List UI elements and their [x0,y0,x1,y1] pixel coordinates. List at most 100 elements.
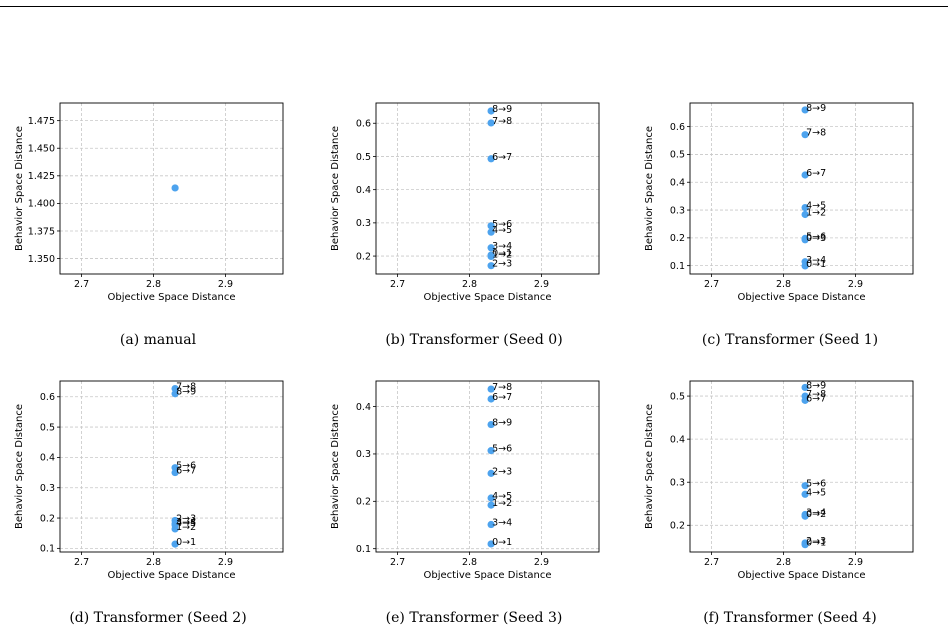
point-annotation: 8→9 [806,380,826,391]
caption-f: (f) Transformer (Seed 4) [703,610,877,626]
y-tick-label: 0.2 [670,521,685,532]
data-point [801,171,809,179]
y-tick-label: 0.2 [356,251,371,262]
point-annotation: 7→8 [176,382,196,393]
point-annotation: 5→6 [806,479,826,490]
chart-d: 2.7 2.8 2.9 0.1 0.2 0.3 0.4 0.5 0.6 Objective Spa… [14,380,284,581]
point-annotation: 1→2 [492,498,512,509]
x-tick-label: 2.9 [848,557,863,568]
plot-frame [375,380,600,553]
data-point [801,541,809,549]
y-tick-label: 1.400 [28,199,55,210]
data-point [487,119,495,127]
plot-frame [689,380,914,553]
data-point [801,106,809,114]
data-point [801,131,809,139]
plot-frame [59,102,284,275]
x-tick-label: 2.7 [704,279,719,290]
data-point [487,244,495,252]
point-annotation: 7→8 [492,116,512,127]
caption-b: (b) Transformer (Seed 0) [385,332,563,348]
x-tick-label: 2.9 [534,557,549,568]
y-tick-label: 1.475 [28,116,55,127]
point-annotation: 8→9 [492,418,512,429]
point-annotation: 5→6 [492,219,512,230]
plot-frame [689,102,914,275]
point-annotation: 7→8 [492,382,512,393]
x-tick-label: 2.8 [776,279,791,290]
x-axis-label: Objective Space Distance [738,570,866,581]
point-annotation: 1→2 [492,249,512,260]
data-point [487,228,495,236]
point-annotation: 3→4 [176,517,196,528]
point-annotation: 0→1 [492,537,512,548]
x-tick-label: 2.8 [462,279,477,290]
point-annotation: 0→3 [806,233,826,244]
y-tick-label: 0.4 [670,434,685,445]
x-tick-label: 2.8 [776,557,791,568]
data-point [801,383,809,392]
chart-b: 2.7 2.8 2.9 0.2 0.3 0.4 0.5 0.6 Objective Space … [330,102,600,303]
x-tick-label: 2.8 [146,279,161,290]
y-tick-label: 0.1 [356,544,371,555]
y-axis-label: Behavior Space Distance [330,404,341,529]
point-annotation: 2→3 [492,466,512,477]
chart-c: 2.7 2.8 2.9 0.1 0.2 0.3 0.4 0.5 0.6 Objective Spa… [644,102,914,303]
y-tick-label: 0.5 [670,150,685,161]
x-tick-label: 2.7 [74,557,89,568]
data-point [801,396,809,404]
point-annotation: 4→5 [492,225,512,236]
point-annotation: 1→2 [806,207,826,218]
x-axis-label: Objective Space Distance [424,570,552,581]
y-axis-label: Behavior Space Distance [14,404,25,529]
point-annotation: 5→6 [806,231,826,242]
point-annotation: 6→7 [492,152,512,163]
data-point [487,447,495,455]
data-point [487,262,495,270]
y-tick-label: 0.4 [670,178,685,189]
point-annotation: 1→2 [176,522,196,533]
x-axis-label: Objective Space Distance [108,292,236,303]
data-point [487,155,495,163]
point-annotation: 0→1 [806,259,826,270]
y-tick-label: 0.3 [40,483,55,494]
point-annotation: 8→9 [492,104,512,115]
data-point [487,107,495,115]
point-annotation: 0→2 [806,509,826,520]
y-tick-label: 0.5 [670,391,685,402]
y-tick-label: 0.2 [40,513,55,524]
point-annotation: 7→8 [806,389,826,400]
x-tick-label: 2.7 [390,557,405,568]
point-annotation: 4→5 [176,518,196,529]
point-annotation: 0→1 [176,537,196,548]
point-annotation: 5→6 [176,461,196,472]
y-axis-label: Behavior Space Distance [14,126,25,251]
point-annotation: 2→3 [176,513,196,524]
y-tick-label: 0.3 [356,218,371,229]
chart-f: 2.7 2.8 2.9 0.2 0.3 0.4 0.5 Objective Space Dis… [644,380,914,581]
y-tick-label: 0.3 [670,205,685,216]
data-point [801,236,809,244]
y-axis-label: Behavior Space Distance [644,404,655,529]
data-point [801,262,809,270]
x-axis-label: Objective Space Distance [738,292,866,303]
data-point [171,540,179,548]
point-annotation: 3→4 [492,518,512,529]
y-tick-label: 0.5 [40,422,55,433]
x-axis-label: Objective Space Distance [424,292,552,303]
y-tick-label: 0.2 [356,497,371,508]
caption-d: (d) Transformer (Seed 2) [69,610,247,626]
caption-a: (a) manual [119,332,197,348]
x-tick-label: 2.8 [462,557,477,568]
data-point [487,222,495,230]
chart-a: 2.7 2.8 2.9 1.350 1.375 1.400 1.425 1.450 1.475 O… [14,102,284,303]
y-tick-label: 0.4 [356,402,371,413]
point-annotation: 6→7 [492,392,512,403]
y-tick-label: 0.4 [40,453,55,464]
x-tick-label: 2.7 [390,279,405,290]
y-tick-label: 0.4 [356,185,371,196]
y-tick-label: 0.2 [670,233,685,244]
y-tick-label: 0.5 [356,152,371,163]
data-point [487,420,495,429]
caption-e: (e) Transformer (Seed 3) [385,610,563,626]
